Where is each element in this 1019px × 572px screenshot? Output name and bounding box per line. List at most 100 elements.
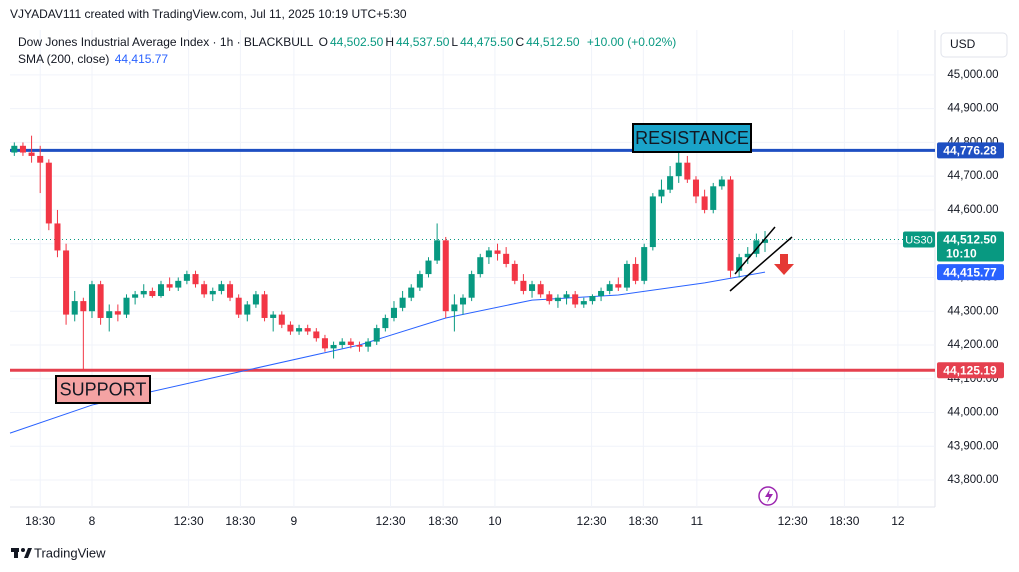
event-icon-bolt — [765, 489, 773, 503]
candle-body — [529, 284, 536, 291]
candle-body — [520, 280, 527, 291]
price-tag — [937, 142, 1004, 159]
x-tick-label: 9 — [291, 514, 298, 528]
ohlc-key: C — [515, 35, 525, 49]
candle-body — [11, 145, 18, 153]
event-icon[interactable] — [758, 486, 778, 506]
symbol-tag-label: US30 — [905, 234, 933, 246]
candle-body — [649, 196, 656, 248]
candle-body — [321, 338, 328, 349]
candle-body — [218, 284, 225, 291]
candle-body — [710, 186, 717, 210]
candle-body — [347, 341, 354, 345]
candle-body — [537, 284, 544, 295]
candle-body — [166, 284, 173, 288]
x-tick-label: 11 — [691, 514, 704, 528]
candle-body — [278, 314, 285, 325]
candle-body — [615, 284, 622, 288]
candle-body — [554, 297, 561, 302]
y-tick-label: 44,300.00 — [947, 305, 998, 317]
candle-body — [54, 223, 61, 251]
candle-body — [37, 155, 44, 163]
candle-body — [390, 307, 397, 318]
channel-line — [729, 236, 793, 292]
candle-body — [132, 294, 139, 298]
x-tick-label: 12:30 — [577, 514, 607, 528]
ohlc-key: H — [385, 35, 395, 49]
candle-body — [382, 317, 389, 329]
ohlc-key: L — [451, 35, 459, 49]
ohlc-key: O — [318, 35, 328, 49]
x-tick-label: 8 — [89, 514, 96, 528]
candle-body — [736, 257, 743, 271]
ohlc-value: 44,537.50 — [396, 35, 450, 49]
candle-body — [80, 301, 87, 312]
candle-body — [235, 297, 242, 315]
y-tick-label: 44,200.00 — [947, 339, 998, 351]
ohlc-legend: O 44,502.50 H 44,537.50 L 44,475.50 C 44,512.50 — [319, 35, 582, 49]
x-tick-label: 18:30 — [829, 514, 859, 528]
candle-body — [270, 314, 277, 318]
plot: RESISTANCE SUPPORT — [9, 123, 935, 434]
candle-body — [623, 263, 630, 288]
candle-body — [123, 297, 130, 315]
y-tick-label: 45,000.00 — [947, 69, 998, 81]
candle-body — [606, 284, 613, 291]
level-box — [55, 375, 151, 404]
y-tick-label: 43,800.00 — [947, 474, 998, 486]
ohlc-value: 44,502.50 — [329, 35, 384, 49]
candle-body — [442, 240, 449, 312]
candle-body — [261, 294, 268, 318]
candle-body — [434, 240, 441, 261]
y-tick-label: 44,600.00 — [947, 204, 998, 216]
candle-body — [244, 304, 251, 315]
x-tick-label: 18:30 — [428, 514, 458, 528]
candle-body — [580, 301, 587, 305]
candle-body — [339, 341, 346, 345]
price-tag-label: 44,415.77 — [943, 265, 997, 279]
candle-body — [304, 328, 311, 332]
candle-body — [114, 311, 121, 315]
x-tick-label: 18:30 — [25, 514, 55, 528]
symbol-tag — [903, 231, 935, 248]
candle-body — [356, 344, 363, 347]
candle-body — [252, 294, 259, 305]
candle-body — [727, 179, 734, 271]
price-tag-label: 44,512.50 — [943, 233, 997, 247]
candle-body — [365, 341, 372, 347]
candle-body — [563, 294, 570, 298]
currency-button[interactable] — [940, 32, 1008, 58]
watermark: VJYADAV111 created with TradingView.com,… — [10, 7, 407, 21]
x-tick-label: 12:30 — [174, 514, 204, 528]
tradingview-logo — [11, 548, 32, 558]
x-tick-label: 10 — [488, 514, 502, 528]
ohlc-value: 44,512.50 — [526, 35, 580, 49]
candle-body — [28, 152, 35, 156]
candle-body — [761, 239, 769, 243]
legend-title: Dow Jones Industrial Average Index · 1h … — [18, 35, 314, 49]
x-tick-label: 12 — [891, 514, 905, 528]
candle-body — [106, 311, 113, 318]
candle-body — [701, 196, 708, 210]
candle-body — [313, 331, 320, 339]
candle-body — [45, 162, 52, 224]
y-tick-label: 43,900.00 — [947, 440, 998, 452]
channel-line — [734, 226, 776, 275]
candle-body — [494, 250, 501, 254]
candle-body — [511, 263, 518, 281]
candle-body — [330, 344, 337, 349]
candle-body — [684, 162, 691, 180]
currency: USD — [950, 37, 976, 51]
candle-body — [175, 280, 182, 288]
candle-body — [692, 179, 700, 197]
price-tags: 44,776.28 44,125.19 44,415.77 44,512.5010:1… — [903, 142, 1004, 379]
candle-body — [667, 176, 674, 190]
candle-body — [63, 250, 70, 315]
candle-body — [425, 260, 432, 275]
candle-body — [140, 290, 147, 295]
candle-body — [658, 189, 665, 197]
candle-body — [546, 294, 553, 302]
ohlc-value: 44,475.50 — [460, 35, 514, 49]
candle-body — [477, 257, 484, 275]
